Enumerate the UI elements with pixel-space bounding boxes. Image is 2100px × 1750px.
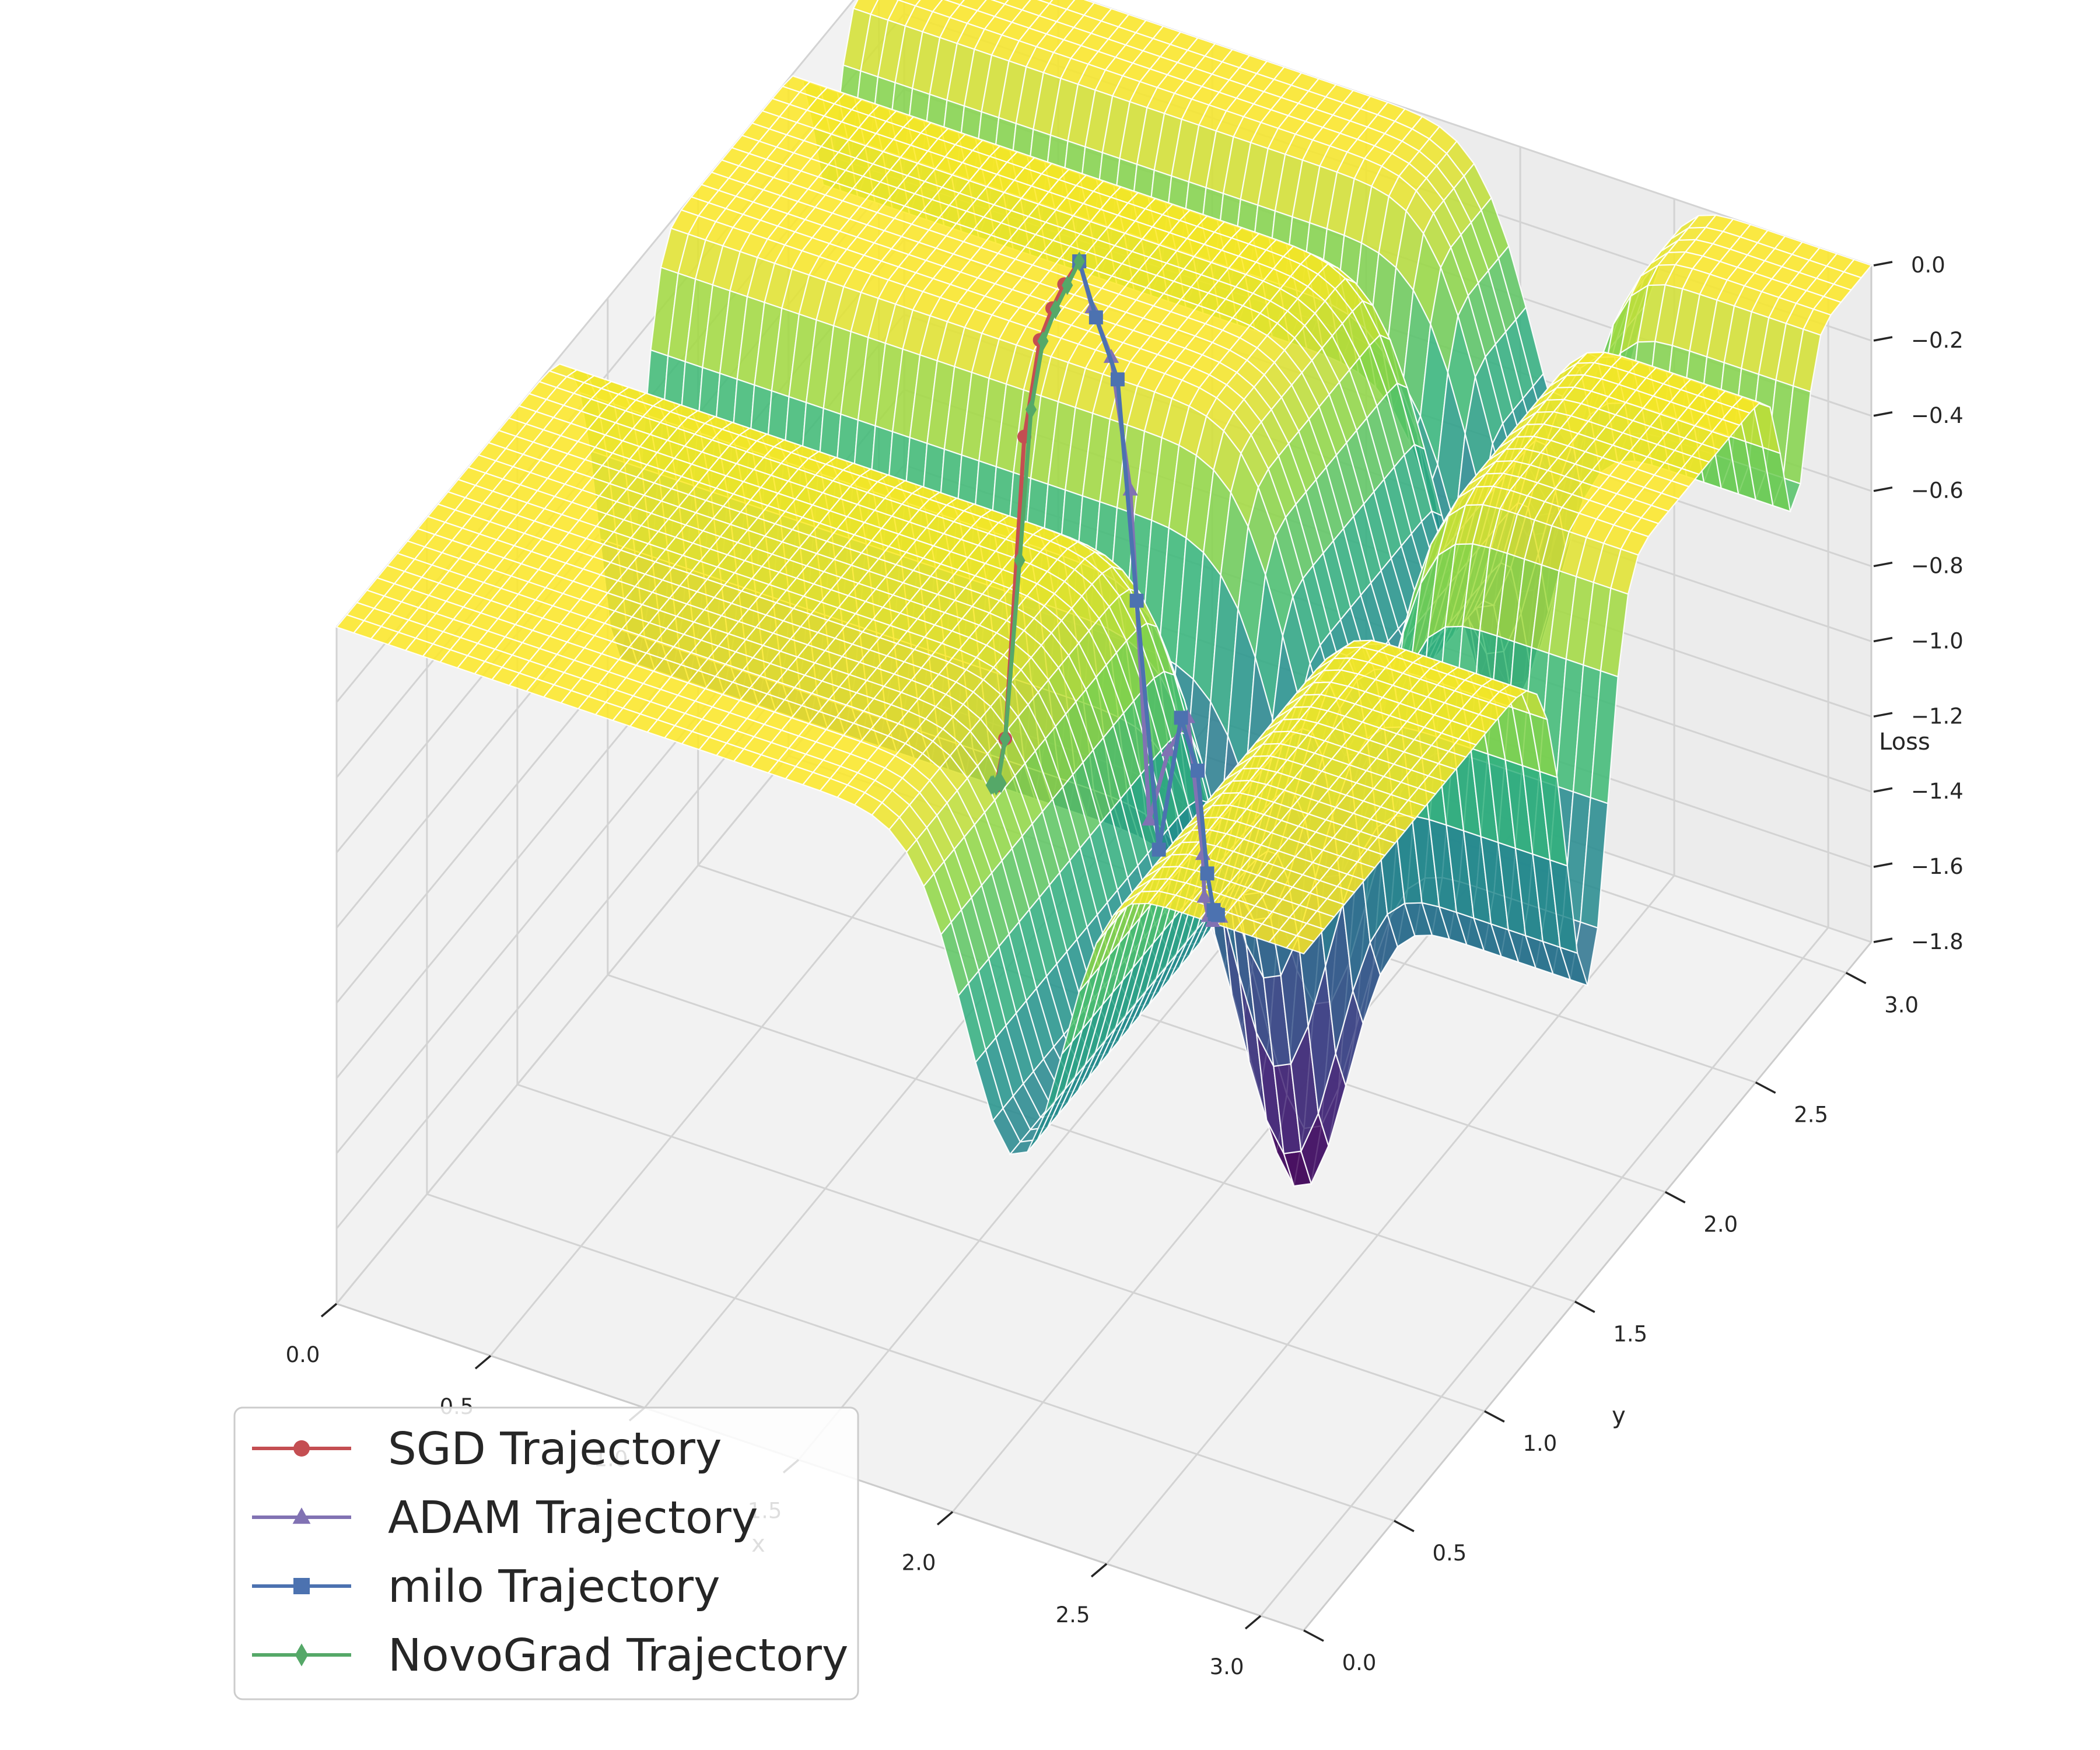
legend-entry-novograd: NovoGrad Trajectory	[252, 1630, 848, 1682]
y-tick	[1845, 972, 1867, 985]
legend-entry-adam: ADAM Trajectory	[252, 1492, 758, 1544]
trajectory-point	[1152, 842, 1166, 857]
trajectory-point	[1088, 310, 1103, 325]
trajectory-point	[1014, 551, 1026, 570]
y-tick-label: 0.5	[1433, 1541, 1467, 1566]
z-tick-label: −1.4	[1911, 779, 1964, 804]
y-tick-label: 3.0	[1884, 993, 1919, 1018]
trajectory-point	[1062, 275, 1073, 295]
x-tick	[1244, 1615, 1262, 1630]
z-tick-label: −0.6	[1911, 478, 1964, 503]
loss-surface	[335, 0, 1873, 1188]
y-tick-label: 1.5	[1613, 1321, 1647, 1346]
x-tick-label: 2.0	[902, 1550, 936, 1576]
legend: SGD Trajectory ADAM Trajectory milo Traj…	[233, 1406, 859, 1700]
legend-marker-novograd	[295, 1643, 309, 1667]
trajectory-novograd-trajectory	[985, 251, 1085, 796]
legend-marker-adam	[292, 1507, 311, 1524]
z-tick	[1873, 862, 1893, 868]
trajectory-point	[1129, 593, 1144, 608]
y-tick	[1394, 1520, 1415, 1532]
trajectories	[985, 251, 1228, 927]
legend-marker-milo	[293, 1578, 310, 1594]
z-tick	[1873, 937, 1893, 943]
legend-marker-shape	[293, 1578, 310, 1594]
legend-label-novograd: NovoGrad Trajectory	[388, 1630, 848, 1682]
trajectory-point	[1208, 907, 1222, 922]
trajectory-point	[1196, 888, 1212, 903]
legend-label-adam: ADAM Trajectory	[388, 1492, 758, 1544]
z-tick	[1873, 261, 1893, 267]
z-tick-label: −1.2	[1911, 704, 1964, 729]
z-tick	[1873, 336, 1893, 342]
y-tick	[1484, 1410, 1505, 1423]
z-tick-label: −0.2	[1911, 328, 1964, 353]
legend-frame	[233, 1406, 859, 1700]
x-tick	[936, 1511, 954, 1526]
trajectory-point	[1161, 742, 1177, 757]
legend-marker-shape	[292, 1507, 311, 1524]
trajectory-point	[1110, 372, 1125, 387]
y-axis-line	[1303, 942, 1873, 1631]
z-tick	[1873, 712, 1893, 718]
x-tick-label: 2.5	[1056, 1602, 1090, 1628]
z-tick	[1873, 787, 1893, 793]
trajectory-point	[991, 776, 1002, 796]
trajectory-point	[1200, 866, 1214, 881]
surface-cell	[1285, 935, 1315, 955]
y-tick-label: 2.0	[1703, 1212, 1738, 1237]
z-tick-label: −0.4	[1911, 403, 1964, 428]
z-tick	[1873, 486, 1893, 492]
z-tick-label: −1.0	[1911, 628, 1964, 653]
trajectory-point	[1073, 251, 1085, 271]
legend-label-milo: milo Trajectory	[388, 1561, 720, 1613]
legend-entry-sgd: SGD Trajectory	[252, 1423, 722, 1475]
y-tick	[1574, 1300, 1595, 1313]
z-tick-label: −0.8	[1911, 554, 1964, 579]
trajectory-milo-trajectory	[1072, 254, 1225, 922]
legend-marker-shape	[295, 1643, 309, 1667]
trajectory-point	[1037, 331, 1049, 351]
x-tick	[320, 1303, 338, 1318]
y-tick	[1755, 1081, 1776, 1094]
z-tick	[1873, 561, 1893, 568]
legend-label-sgd: SGD Trajectory	[388, 1423, 722, 1475]
trajectory-point	[1174, 710, 1188, 725]
z-tick	[1873, 636, 1893, 643]
trajectory-point	[1190, 764, 1205, 778]
y-tick-label: 0.0	[1342, 1650, 1377, 1675]
trajectory-point	[1049, 299, 1061, 320]
z-tick-label: −1.6	[1911, 854, 1964, 879]
trajectory-point	[1025, 400, 1037, 419]
z-tick	[1873, 411, 1893, 417]
y-axis-label: y	[1612, 1402, 1626, 1429]
trajectory-point	[999, 729, 1011, 748]
x-tick-label: 0.0	[286, 1342, 320, 1367]
z-tick-label: 0.0	[1911, 253, 1945, 278]
y-tick	[1664, 1191, 1686, 1203]
z-axis-label: Loss	[1879, 729, 1930, 755]
z-tick-label: −1.8	[1911, 929, 1964, 954]
legend-entry-milo: milo Trajectory	[252, 1561, 720, 1613]
legend-marker-shape	[293, 1440, 310, 1457]
legend-marker-sgd	[293, 1440, 310, 1457]
tick-labels: 0.00.51.01.52.02.53.00.00.51.01.52.02.53…	[286, 253, 1964, 1679]
y-tick-label: 2.5	[1794, 1102, 1828, 1128]
x-tick	[474, 1354, 492, 1370]
y-tick-label: 1.0	[1522, 1431, 1557, 1456]
x-tick-label: 3.0	[1210, 1654, 1244, 1679]
y-tick	[1303, 1629, 1324, 1642]
trajectory-point	[1142, 811, 1157, 826]
x-tick	[1090, 1563, 1108, 1578]
